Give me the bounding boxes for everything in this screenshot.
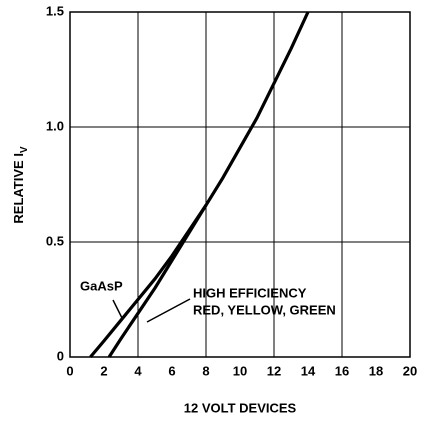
plot-frame: [69, 11, 411, 358]
x-tick-label: 12: [267, 363, 281, 378]
y-tick-label: 1.0: [46, 118, 64, 133]
y-axis-label-subscript: V: [19, 146, 30, 153]
x-tick-label: 10: [233, 363, 247, 378]
curve-label: RED, YELLOW, GREEN: [193, 302, 336, 317]
y-tick-label: 0.5: [46, 233, 64, 248]
gaasp-leader: [112, 299, 123, 319]
y-axis-label: RELATIVE IV: [11, 146, 29, 224]
x-tick-label: 0: [66, 363, 73, 378]
he-leader: [146, 298, 191, 323]
x-tick-label: 6: [168, 363, 175, 378]
curve-label: HIGH EFFICIENCY: [193, 285, 307, 300]
y-tick-label: 1.5: [46, 3, 64, 18]
y-tick-label: 0: [57, 348, 64, 363]
x-tick-label: 8: [202, 363, 209, 378]
curve-label: GaAsP: [80, 278, 123, 293]
x-tick-label: 2: [100, 363, 107, 378]
x-axis-label: 12 VOLT DEVICES: [184, 400, 297, 415]
x-tick-label: 16: [335, 363, 349, 378]
x-tick-label: 20: [403, 363, 417, 378]
x-tick-label: 14: [301, 363, 316, 378]
x-tick-label: 18: [369, 363, 383, 378]
curve: [107, 204, 208, 358]
x-tick-label: 4: [134, 363, 142, 378]
y-axis-label-text: RELATIVE I: [11, 153, 26, 224]
